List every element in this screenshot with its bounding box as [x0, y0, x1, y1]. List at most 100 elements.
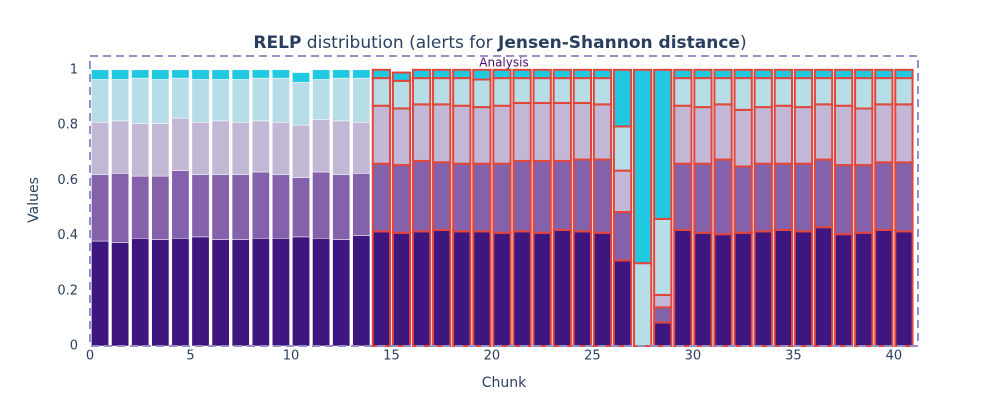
bar-segment: [532, 77, 552, 104]
bar-segment: [91, 122, 109, 176]
bar-segment: [793, 77, 814, 109]
bar-segment: [111, 173, 130, 243]
bar-segment: [793, 106, 814, 165]
bar-segment: [371, 104, 392, 165]
bar-segment: [151, 123, 170, 177]
title-part: RELP: [253, 33, 301, 53]
bar-segment: [713, 103, 733, 161]
bar-segment: [894, 230, 914, 347]
bar-segment: [231, 69, 250, 80]
bar-segment: [552, 229, 572, 347]
bar-segment: [151, 239, 170, 347]
bar-segment: [292, 72, 310, 83]
bar-segment: [371, 162, 392, 233]
bar-segment: [673, 77, 693, 107]
bar-segment: [371, 68, 392, 80]
bar-segment: [452, 104, 472, 165]
bar-segment: [131, 69, 150, 79]
bar-segment: [332, 69, 351, 79]
annotation: Analysis: [479, 56, 528, 70]
bar-segment: [552, 77, 572, 104]
bar-segment: [874, 229, 894, 347]
bar-segment: [753, 106, 773, 165]
bar-segment: [472, 162, 492, 233]
bar-segment: [833, 233, 854, 347]
bar-segment: [452, 230, 472, 347]
bar-segment: [753, 162, 773, 233]
bar-segment: [653, 321, 673, 347]
bar-segment: [813, 226, 834, 347]
bar-segment: [171, 69, 190, 79]
bar-segment: [231, 174, 250, 240]
bar-segment: [753, 68, 773, 80]
bar-segment: [391, 107, 412, 167]
bar-segment: [312, 238, 331, 347]
bar-segment: [472, 106, 492, 165]
bar-segment: [773, 162, 793, 231]
bar-segment: [432, 161, 452, 231]
x-tick-label: 0: [86, 349, 94, 364]
bar-segment: [211, 239, 230, 347]
bar-segment: [492, 231, 512, 347]
bar-segment: [231, 239, 250, 347]
y-tick-label: 0.6: [57, 173, 78, 188]
bar-segment: [151, 175, 170, 240]
x-axis-label: Chunk: [482, 375, 527, 391]
bar-segment: [612, 169, 633, 214]
bar-segment: [894, 77, 914, 106]
bar-segment: [753, 230, 773, 347]
bar-segment: [292, 124, 310, 178]
bar-segment: [432, 103, 452, 164]
bar-segment: [411, 230, 432, 347]
bar-segment: [813, 158, 834, 229]
bar-segment: [693, 162, 713, 234]
bar-segment: [312, 119, 331, 173]
y-tick-label: 1: [70, 62, 78, 77]
bar-segment: [111, 120, 130, 174]
bar-segment: [773, 77, 793, 107]
y-axis-label: Values: [26, 177, 42, 223]
bar-segment: [171, 77, 190, 119]
bar-segment: [231, 79, 250, 123]
title-part: ): [740, 33, 747, 53]
bar-segment: [191, 236, 210, 347]
bar-segment: [452, 68, 472, 80]
bar-segment: [572, 230, 593, 347]
title-part: Jensen-Shannon distance: [497, 33, 740, 53]
bar-segment: [693, 68, 713, 80]
y-tick-label: 0.4: [57, 228, 78, 243]
bar-segment: [371, 77, 392, 107]
bar-segment: [532, 68, 552, 80]
bar-segment: [813, 68, 834, 80]
x-tick-label: 30: [685, 349, 702, 364]
bar-segment: [833, 104, 854, 167]
bar-segment: [411, 159, 432, 233]
bar-segment: [432, 229, 452, 347]
bar-segment: [211, 69, 230, 80]
bar-segment: [894, 103, 914, 164]
bar-segment: [532, 231, 552, 347]
bar-segment: [391, 79, 412, 110]
bar-segment: [894, 161, 914, 233]
bar-segment: [612, 125, 633, 172]
bar-segment: [191, 69, 210, 80]
bar-segment: [332, 120, 351, 176]
bar-segment: [713, 158, 733, 236]
bar-segment: [272, 174, 290, 239]
bar-segment: [352, 77, 371, 123]
bar-segment: [813, 103, 834, 161]
bar-segment: [352, 69, 371, 79]
bar-segment: [272, 238, 290, 347]
bar-segment: [733, 231, 753, 347]
bar-segment: [312, 171, 331, 239]
bar-segment: [332, 239, 351, 347]
bar-segment: [833, 164, 854, 236]
bar-segment: [251, 69, 270, 79]
bar-segment: [211, 174, 230, 240]
bar-segment: [874, 68, 894, 80]
bar-segment: [151, 79, 170, 124]
bar-segment: [512, 230, 532, 347]
bar-segment: [371, 230, 392, 347]
bar-segment: [472, 68, 492, 81]
bar-segment: [733, 77, 753, 111]
